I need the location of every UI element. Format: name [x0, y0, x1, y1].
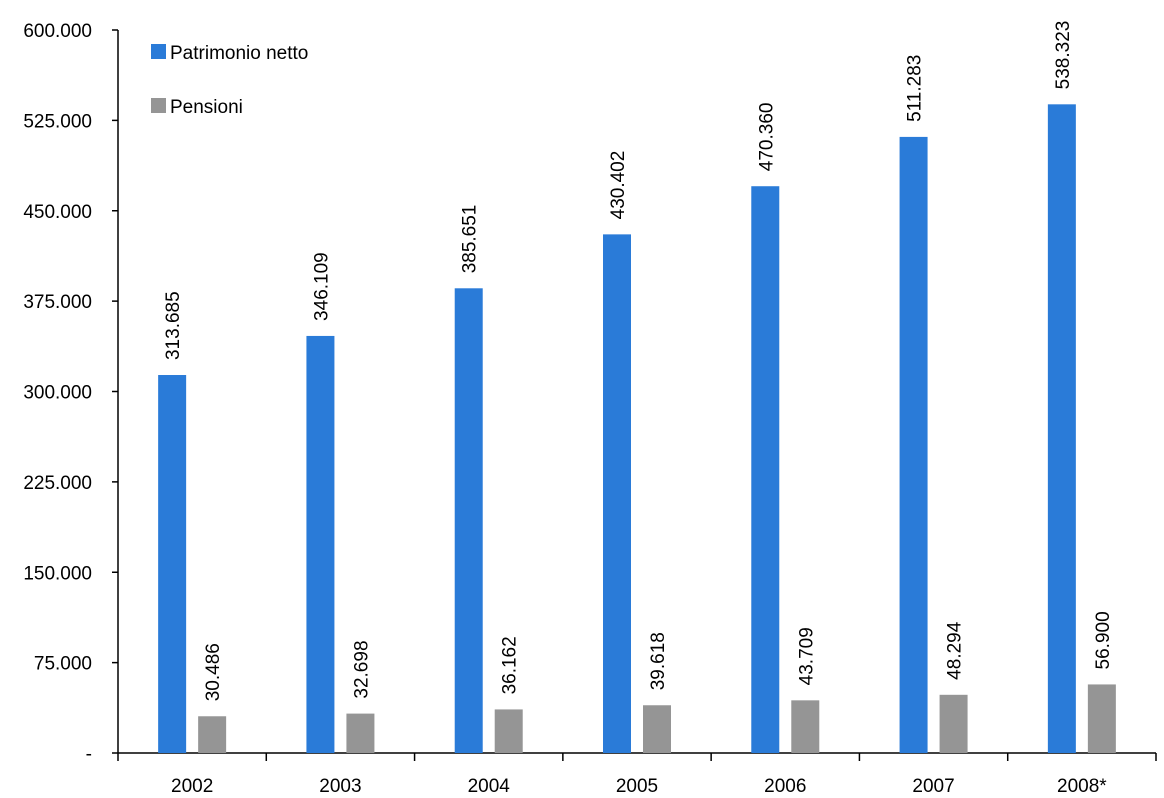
data-label: 32.698: [351, 640, 372, 698]
data-label: 313.685: [163, 291, 184, 360]
data-label: 36.162: [500, 636, 521, 694]
x-tick-label: 2005: [616, 776, 658, 797]
bar-pensioni: [198, 716, 227, 753]
data-label: 430.402: [608, 151, 629, 220]
data-label: 385.651: [460, 205, 481, 274]
x-axis: 2002 2003 2004 2005 2006 2007 2008*: [117, 752, 1157, 797]
x-tick-label: 2006: [764, 776, 806, 797]
data-label: 30.486: [203, 643, 224, 701]
bars: [158, 104, 1116, 754]
bar-pensioni: [494, 709, 523, 753]
legend-label: Patrimonio netto: [170, 43, 308, 64]
data-label: 56.900: [1093, 611, 1114, 669]
y-tick-label: 600.000: [23, 21, 92, 42]
data-label: 43.709: [796, 627, 817, 685]
y-tick-label: -: [86, 744, 92, 765]
y-tick-label: 300.000: [23, 383, 92, 404]
y-tick-label: 375.000: [23, 292, 92, 313]
x-tick-label: 2002: [171, 776, 213, 797]
x-tick-label: 2003: [319, 776, 361, 797]
data-label: 346.109: [311, 252, 332, 321]
data-label: 39.618: [648, 632, 669, 690]
legend: Patrimonio netto Pensioni: [151, 43, 308, 118]
y-tick-label: 75.000: [34, 654, 92, 675]
bar-patrimonio-netto: [454, 288, 483, 753]
x-tick-label: 2004: [468, 776, 511, 797]
x-tick-label: 2008*: [1057, 776, 1107, 797]
bar-pensioni: [643, 705, 671, 753]
legend-swatch: [151, 98, 166, 113]
bar-patrimonio-netto: [899, 136, 928, 753]
y-axis: - 75.000 150.000 225.000 300.000 375.000 450.0…: [23, 21, 119, 765]
bar-pensioni: [1087, 684, 1116, 753]
bar-patrimonio-netto: [603, 234, 631, 753]
bar-patrimonio-netto: [751, 186, 780, 754]
y-tick-label: 525.000: [23, 111, 92, 132]
bar-patrimonio-netto: [158, 375, 187, 753]
data-label: 48.294: [945, 621, 966, 680]
bar-patrimonio-netto: [306, 335, 335, 753]
legend-label: Pensioni: [170, 97, 243, 118]
x-tick-label: 2007: [912, 776, 954, 797]
bar-pensioni: [791, 700, 820, 753]
bar-patrimonio-netto: [1047, 104, 1076, 753]
data-label: 470.360: [756, 103, 777, 172]
y-tick-label: 225.000: [23, 473, 92, 494]
legend-swatch: [151, 44, 166, 59]
bar-pensioni: [939, 694, 968, 753]
y-tick-label: 150.000: [23, 563, 92, 584]
data-labels: 313.685 346.109 385.651 430.402 470.360 511.2…: [163, 21, 1114, 702]
data-label: 511.283: [905, 55, 926, 122]
data-label: 538.323: [1053, 21, 1074, 90]
bar-pensioni: [346, 713, 375, 753]
y-tick-label: 450.000: [23, 202, 92, 223]
